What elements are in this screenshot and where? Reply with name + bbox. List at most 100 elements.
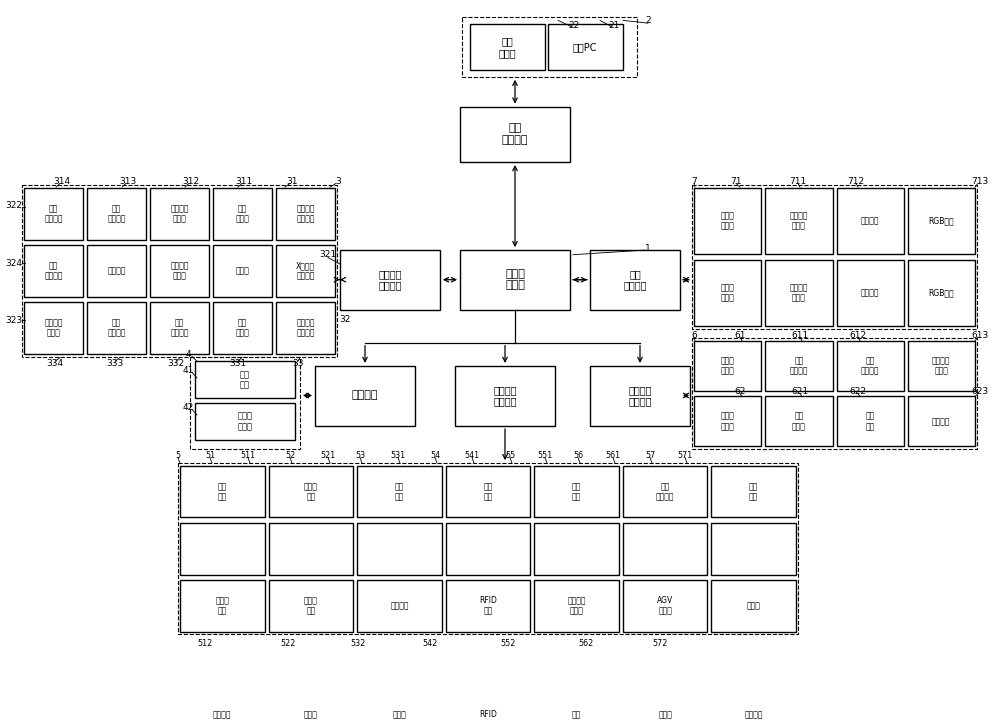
Bar: [24, 302, 83, 354]
Text: 61: 61: [734, 331, 746, 340]
Bar: [87, 188, 146, 239]
Bar: [908, 397, 975, 446]
Bar: [269, 580, 353, 632]
Text: 542: 542: [422, 640, 438, 648]
Text: 大臂
伺服关节: 大臂 伺服关节: [107, 204, 126, 224]
Bar: [87, 302, 146, 354]
Bar: [340, 250, 440, 310]
Text: 314: 314: [53, 177, 71, 186]
Text: X轴移动
控制模块: X轴移动 控制模块: [296, 261, 315, 280]
Text: 开关量
模块: 开关量 模块: [304, 482, 318, 501]
Bar: [276, 188, 335, 239]
Text: 57: 57: [645, 451, 655, 460]
Bar: [446, 466, 530, 518]
Text: 步进电机: 步进电机: [107, 267, 126, 275]
Text: 定位
模块: 定位 模块: [483, 482, 493, 501]
Bar: [908, 341, 975, 391]
Text: 334: 334: [46, 358, 64, 368]
Text: 612: 612: [849, 331, 867, 340]
Text: 升降控
制模块: 升降控 制模块: [721, 356, 735, 376]
Text: 视觉处理
控制器: 视觉处理 控制器: [790, 211, 808, 231]
Text: 312: 312: [182, 177, 200, 186]
Text: 323: 323: [5, 316, 23, 325]
Bar: [190, 357, 300, 449]
Bar: [195, 403, 295, 440]
Text: 41: 41: [182, 366, 194, 375]
Bar: [269, 466, 353, 518]
Text: 升降伺服
驱动器: 升降伺服 驱动器: [932, 356, 951, 376]
Bar: [711, 580, 796, 632]
Text: RGB相机: RGB相机: [929, 216, 954, 226]
Text: 视觉处理
控制器: 视觉处理 控制器: [790, 283, 808, 303]
Text: 324: 324: [6, 259, 22, 267]
Bar: [455, 366, 555, 426]
Text: 采摘手爪
控制模块: 采摘手爪 控制模块: [296, 319, 315, 337]
Text: 无线
路由器: 无线 路由器: [498, 37, 516, 58]
Text: 行走
伺服电机: 行走 伺服电机: [567, 710, 586, 721]
Text: 行走伺服
驱动器: 行走伺服 驱动器: [567, 596, 586, 616]
Text: 311: 311: [235, 177, 253, 186]
Text: 6: 6: [691, 331, 697, 340]
Bar: [623, 466, 707, 518]
Bar: [180, 466, 265, 518]
Bar: [87, 245, 146, 297]
Text: 611: 611: [791, 331, 809, 340]
Bar: [195, 361, 295, 398]
Text: 输入量
模块: 输入量 模块: [304, 710, 318, 721]
Bar: [623, 580, 707, 632]
Text: 远程
控制模块: 远程 控制模块: [502, 123, 528, 145]
Text: 升降平台
控制模块: 升降平台 控制模块: [628, 385, 652, 407]
Text: 机器人
控制器: 机器人 控制器: [505, 269, 525, 291]
Text: 62: 62: [734, 387, 746, 397]
Text: 显示器: 显示器: [747, 601, 761, 611]
Text: 2: 2: [645, 16, 651, 25]
Bar: [534, 466, 619, 518]
Text: 电动
辂筱: 电动 辂筱: [866, 412, 875, 431]
Text: 541: 541: [464, 451, 480, 460]
Bar: [836, 260, 904, 326]
Bar: [765, 341, 832, 391]
Text: 51: 51: [205, 451, 215, 460]
Text: 供电模块: 供电模块: [352, 391, 378, 400]
Bar: [180, 523, 265, 575]
Text: 622: 622: [850, 387, 866, 397]
Text: 33: 33: [292, 358, 304, 368]
Text: 512: 512: [197, 640, 213, 648]
Bar: [24, 245, 83, 297]
Bar: [150, 188, 209, 239]
Text: 导航补光
摄像头: 导航补光 摄像头: [213, 710, 232, 721]
Bar: [908, 260, 975, 326]
Text: 数字
伺服舐机: 数字 伺服舐机: [170, 319, 189, 337]
Text: 振动
模块: 振动 模块: [572, 482, 581, 501]
Bar: [765, 188, 832, 255]
Bar: [590, 250, 680, 310]
Bar: [692, 185, 977, 329]
Bar: [213, 302, 272, 354]
Text: 7: 7: [691, 177, 697, 186]
Text: 光电开关: 光电开关: [932, 417, 951, 426]
Text: AGV
防撞条: AGV 防撞条: [657, 596, 673, 616]
Bar: [836, 397, 904, 446]
Bar: [836, 188, 904, 255]
Bar: [590, 366, 690, 426]
Text: 332: 332: [167, 358, 185, 368]
Text: 显示
模块: 显示 模块: [749, 482, 758, 501]
Bar: [460, 107, 570, 162]
Bar: [694, 397, 761, 446]
Text: 移动平台
控制模块: 移动平台 控制模块: [493, 385, 517, 407]
Text: 通讯
转换器: 通讯 转换器: [236, 204, 249, 224]
Text: 稳压
模块: 稳压 模块: [240, 370, 250, 389]
Text: 制动
报警模块: 制动 报警模块: [656, 482, 674, 501]
Text: 升降电机
驱动器: 升降电机 驱动器: [44, 319, 63, 337]
Bar: [276, 245, 335, 297]
Text: 333: 333: [106, 358, 124, 368]
Text: 571: 571: [677, 451, 693, 460]
Bar: [180, 580, 265, 632]
Text: 激光雷达: 激光雷达: [390, 601, 409, 611]
Bar: [623, 523, 707, 575]
Text: 深度相机: 深度相机: [861, 288, 879, 298]
Bar: [357, 523, 442, 575]
Bar: [446, 580, 530, 632]
Bar: [213, 245, 272, 297]
Text: 713: 713: [971, 177, 989, 186]
